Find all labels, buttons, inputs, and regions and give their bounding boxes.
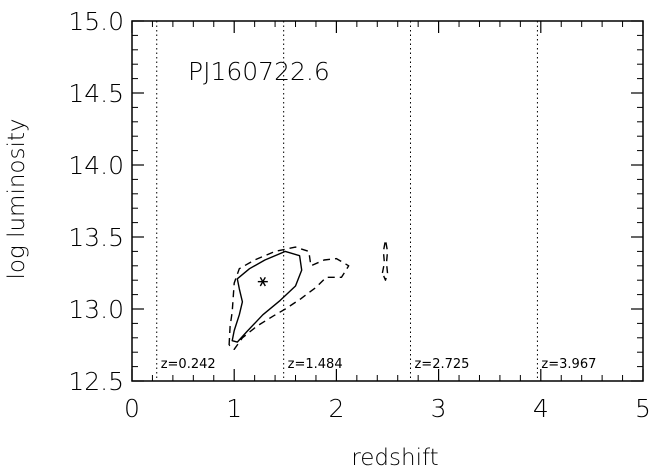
x-axis-title: redshift	[351, 445, 438, 471]
redshift-label: z=3.967	[541, 357, 596, 372]
redshift-label: z=1.484	[288, 357, 343, 372]
redshift-label: z=0.242	[161, 357, 216, 372]
redshift-marker-lines	[156, 21, 538, 381]
contour-outer	[381, 239, 389, 281]
contour-inner	[231, 250, 303, 343]
contour-outer	[228, 246, 350, 350]
y-tick-label: 13.5	[68, 223, 124, 252]
best-fit-marker	[257, 276, 268, 287]
x-tick-label: 0	[124, 394, 140, 423]
x-tick-label: 4	[533, 394, 549, 423]
x-axis-ticks: 0 1 2 3 4 5	[124, 21, 651, 423]
x-tick-label: 3	[431, 394, 447, 423]
y-tick-label: 14.5	[68, 79, 124, 108]
x-tick-label: 1	[226, 394, 242, 423]
x-tick-label: 5	[635, 394, 651, 423]
x-tick-label: 2	[328, 394, 344, 423]
y-tick-label: 12.5	[68, 367, 124, 396]
y-tick-label: 14.0	[68, 151, 124, 180]
plot-frame	[131, 20, 644, 382]
redshift-label: z=2.725	[414, 357, 469, 372]
object-label: PJ160722.6	[188, 57, 330, 86]
best-fit-asterisk-stroke	[259, 276, 266, 287]
redshift-marker-labels: z=0.242 z=1.484 z=2.725 z=3.967	[161, 357, 597, 372]
y-tick-label: 15.0	[68, 7, 124, 36]
y-axis-title: log luminosity	[4, 119, 30, 280]
y-tick-label: 13.0	[68, 295, 124, 324]
contours	[228, 239, 389, 350]
y-axis-ticks: 12.5 13.0 13.5 14.0 14.5 15.0	[68, 7, 643, 396]
